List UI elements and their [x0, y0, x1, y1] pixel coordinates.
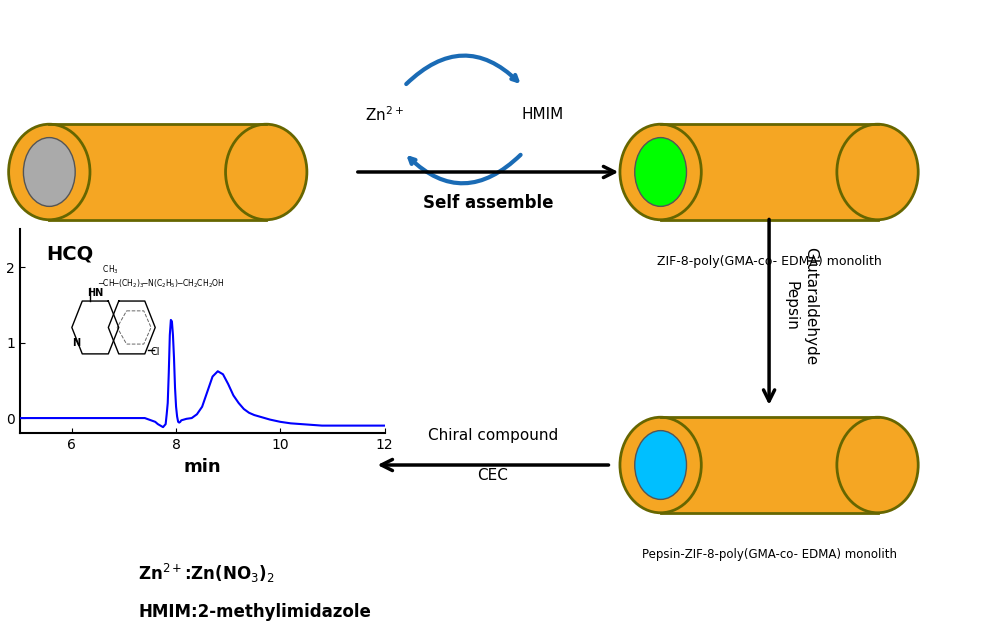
Ellipse shape: [837, 124, 918, 220]
Text: Pepsin-ZIF-8-poly(GMA-co- EDMA) monolith: Pepsin-ZIF-8-poly(GMA-co- EDMA) monolith: [642, 548, 896, 561]
FancyBboxPatch shape: [661, 124, 878, 220]
Text: HMIM: HMIM: [522, 107, 563, 122]
Ellipse shape: [24, 138, 75, 206]
Ellipse shape: [635, 431, 686, 499]
Text: Zn$^{2+}$: Zn$^{2+}$: [365, 105, 404, 124]
Text: CEC: CEC: [477, 468, 509, 483]
Ellipse shape: [635, 138, 686, 206]
Ellipse shape: [226, 124, 307, 220]
Text: poly(GMA-co- EDMA) monolith: poly(GMA-co- EDMA) monolith: [63, 255, 252, 268]
Text: HN: HN: [88, 289, 104, 299]
Text: Zn$^{2+}$:Zn(NO$_3$)$_2$: Zn$^{2+}$:Zn(NO$_3$)$_2$: [138, 562, 274, 585]
Text: HCQ: HCQ: [45, 245, 93, 264]
Text: N: N: [72, 338, 80, 348]
Text: CH$_3$
─CH─(CH$_2$)$_3$─N(C$_2$H$_5$)─CH$_2$CH$_2$OH: CH$_3$ ─CH─(CH$_2$)$_3$─N(C$_2$H$_5$)─CH…: [98, 263, 225, 290]
Text: Cl: Cl: [150, 347, 160, 357]
FancyBboxPatch shape: [49, 124, 266, 220]
Ellipse shape: [620, 124, 701, 220]
FancyBboxPatch shape: [661, 417, 878, 513]
Text: Pepsin: Pepsin: [784, 281, 799, 331]
X-axis label: min: min: [183, 457, 221, 476]
Text: HMIM:2-methylimidazole: HMIM:2-methylimidazole: [138, 603, 371, 620]
Ellipse shape: [9, 124, 90, 220]
Text: Self assemble: Self assemble: [423, 194, 553, 212]
Text: ZIF-8-poly(GMA-co- EDMA) monolith: ZIF-8-poly(GMA-co- EDMA) monolith: [657, 255, 881, 268]
Text: Chiral compound: Chiral compound: [428, 427, 558, 443]
Ellipse shape: [620, 417, 701, 513]
Text: Glutaraldehyde: Glutaraldehyde: [804, 247, 818, 365]
Ellipse shape: [837, 417, 918, 513]
